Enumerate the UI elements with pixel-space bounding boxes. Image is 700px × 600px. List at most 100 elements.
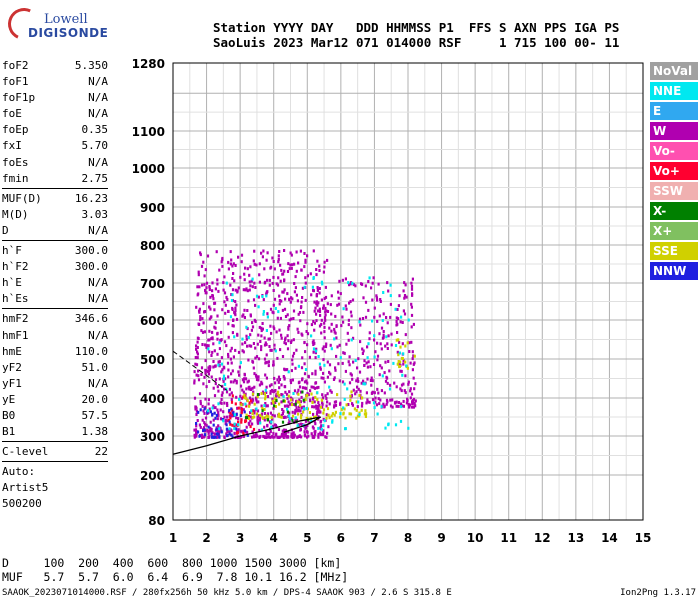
echo-point	[201, 283, 204, 287]
echo-point	[325, 397, 328, 400]
echo-point	[248, 385, 251, 389]
echo-point	[310, 323, 313, 327]
param-label: foE	[2, 107, 22, 121]
echo-point	[286, 407, 289, 411]
echo-point	[312, 385, 315, 389]
echo-point	[210, 375, 213, 379]
echo-point	[280, 383, 283, 387]
echo-point	[230, 258, 233, 262]
echo-point	[216, 331, 219, 335]
echo-point	[316, 404, 319, 408]
echo-point	[389, 294, 392, 298]
echo-point	[269, 324, 272, 328]
echo-point	[253, 281, 256, 285]
echo-point	[223, 275, 226, 279]
echo-point	[300, 366, 304, 370]
echo-point	[330, 390, 333, 394]
echo-point	[203, 407, 206, 411]
echo-point	[350, 326, 353, 330]
echo-point	[324, 345, 328, 349]
echo-point	[283, 341, 286, 345]
echo-point	[252, 259, 255, 263]
echo-point	[366, 398, 369, 402]
echo-point	[266, 278, 269, 282]
echo-point	[297, 364, 300, 368]
echo-point	[241, 388, 244, 392]
echo-point	[228, 432, 231, 436]
legend-item-w: W	[650, 122, 698, 140]
echo-point	[287, 430, 290, 434]
echo-point	[213, 432, 216, 436]
echo-point	[334, 314, 337, 318]
param-label: foF1	[2, 75, 29, 89]
echo-point	[246, 289, 249, 293]
echo-point	[410, 313, 414, 317]
echo-point	[370, 383, 373, 387]
echo-point	[258, 280, 261, 284]
echo-point	[404, 333, 407, 337]
echo-point	[389, 315, 392, 319]
echo-point	[240, 396, 244, 400]
echo-point	[362, 379, 365, 383]
echo-point	[283, 288, 286, 292]
echo-point	[413, 387, 416, 391]
echo-point	[205, 385, 208, 389]
echo-point	[199, 315, 202, 319]
echo-point	[271, 397, 274, 401]
echo-point	[411, 293, 414, 297]
echo-point	[317, 301, 320, 305]
echo-point	[264, 395, 267, 399]
echo-point	[364, 315, 368, 319]
echo-point	[304, 298, 307, 302]
echo-point	[226, 298, 229, 301]
echo-point	[400, 389, 403, 393]
param-divider	[2, 461, 108, 463]
echo-point	[286, 347, 290, 351]
echo-point	[274, 423, 277, 427]
echo-point	[271, 413, 274, 417]
echo-point	[313, 328, 316, 332]
echo-point	[235, 303, 238, 307]
echo-point	[234, 264, 237, 267]
echo-point	[258, 436, 261, 439]
echo-point	[258, 419, 261, 423]
echo-point	[351, 402, 354, 406]
echo-point	[239, 384, 243, 388]
echo-point	[255, 378, 259, 381]
echo-point	[338, 379, 341, 383]
echo-point	[317, 355, 320, 358]
echo-point	[323, 321, 326, 325]
echo-point	[265, 404, 268, 408]
echo-point	[373, 338, 376, 342]
echo-point	[198, 434, 201, 438]
echo-point	[376, 319, 379, 323]
param-value: N/A	[88, 328, 108, 342]
echo-point	[315, 302, 318, 306]
echo-point	[400, 315, 403, 319]
echo-point	[310, 385, 313, 389]
echo-point	[382, 335, 385, 339]
echo-point	[217, 363, 220, 367]
echo-point	[271, 281, 274, 285]
param-row-foe: foE N/A	[2, 106, 108, 122]
echo-point	[326, 258, 329, 262]
echo-point	[291, 403, 294, 407]
echo-point	[393, 381, 396, 385]
echo-point	[280, 400, 283, 404]
echo-point	[274, 389, 277, 392]
echo-point	[273, 343, 276, 347]
echo-point	[314, 356, 317, 360]
echo-point	[221, 264, 224, 268]
echo-point	[245, 387, 248, 391]
echo-point	[380, 326, 384, 330]
echo-point	[350, 390, 353, 394]
echo-point	[283, 404, 287, 408]
echo-point	[212, 386, 215, 390]
echo-point	[409, 396, 412, 400]
echo-point	[205, 345, 208, 349]
echo-point	[263, 357, 267, 361]
echo-point	[293, 389, 297, 393]
echo-point	[280, 336, 283, 340]
echo-point	[195, 413, 198, 416]
echo-point	[285, 435, 288, 439]
